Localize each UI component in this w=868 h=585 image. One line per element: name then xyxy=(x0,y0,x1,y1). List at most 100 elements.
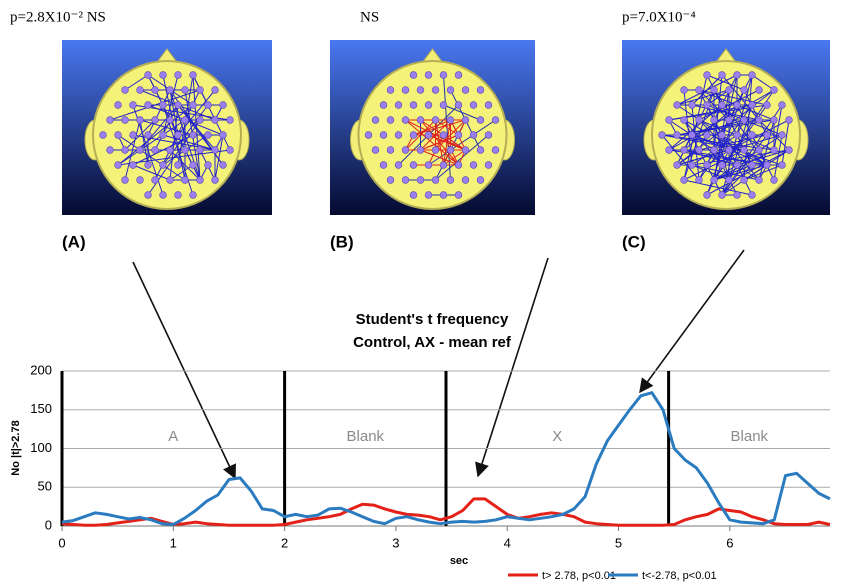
electrode xyxy=(432,177,439,184)
electrode xyxy=(734,192,741,199)
electrode xyxy=(380,132,387,139)
electrode xyxy=(160,72,167,79)
legend-label: t> 2.78, p<0.01 xyxy=(542,570,616,582)
electrode xyxy=(395,102,402,109)
panel-stat: NS xyxy=(360,9,379,25)
electrode xyxy=(145,102,152,109)
electrode xyxy=(130,102,137,109)
x-axis-label: sec xyxy=(450,555,468,567)
electrode xyxy=(227,117,234,124)
electrode xyxy=(764,132,771,139)
electrode xyxy=(372,117,379,124)
electrode xyxy=(205,102,212,109)
electrode xyxy=(485,102,492,109)
electrode xyxy=(726,87,733,94)
electrode xyxy=(205,162,212,169)
electrode xyxy=(365,132,372,139)
electrode xyxy=(771,87,778,94)
electrode xyxy=(492,147,499,154)
electrode xyxy=(182,177,189,184)
electrode xyxy=(122,147,129,154)
electrode xyxy=(227,147,234,154)
electrode xyxy=(689,132,696,139)
electrode xyxy=(432,147,439,154)
electrode xyxy=(734,72,741,79)
electrode xyxy=(726,147,733,154)
electrode xyxy=(190,162,197,169)
x-tick-label: 4 xyxy=(504,535,511,550)
electrode xyxy=(107,147,114,154)
electrode xyxy=(425,192,432,199)
electrode xyxy=(197,177,204,184)
electrode xyxy=(152,177,159,184)
electrode xyxy=(115,102,122,109)
electrode xyxy=(175,162,182,169)
electrode xyxy=(741,87,748,94)
electrode xyxy=(689,162,696,169)
electrode xyxy=(455,132,462,139)
electrode xyxy=(220,132,227,139)
electrode xyxy=(212,147,219,154)
y-tick-label: 150 xyxy=(30,401,52,416)
electrode xyxy=(145,162,152,169)
electrode xyxy=(666,117,673,124)
panel-label: (A) xyxy=(62,232,86,251)
electrode xyxy=(190,72,197,79)
electrode xyxy=(160,162,167,169)
electrode xyxy=(704,162,711,169)
electrode xyxy=(749,102,756,109)
electrode xyxy=(417,117,424,124)
electrode xyxy=(402,117,409,124)
electrode xyxy=(402,177,409,184)
electrode xyxy=(160,192,167,199)
chart-subtitle: Control, AX - mean ref xyxy=(353,334,512,351)
electrode xyxy=(734,162,741,169)
electrode xyxy=(477,147,484,154)
electrode xyxy=(130,162,137,169)
electrode xyxy=(432,87,439,94)
electrode xyxy=(741,177,748,184)
electrode xyxy=(696,117,703,124)
electrode xyxy=(152,117,159,124)
electrode xyxy=(440,72,447,79)
electrode xyxy=(410,132,417,139)
electrode xyxy=(681,177,688,184)
electrode xyxy=(372,147,379,154)
electrode xyxy=(197,117,204,124)
electrode xyxy=(220,162,227,169)
electrode xyxy=(779,102,786,109)
electrode xyxy=(447,177,454,184)
electrode xyxy=(455,192,462,199)
y-tick-label: 50 xyxy=(38,479,52,494)
electrode xyxy=(402,87,409,94)
electrode xyxy=(417,87,424,94)
electrode xyxy=(190,192,197,199)
electrode xyxy=(696,147,703,154)
electrode xyxy=(704,102,711,109)
electrode xyxy=(704,72,711,79)
electrode xyxy=(387,177,394,184)
electrode xyxy=(764,102,771,109)
phase-label: Blank xyxy=(347,428,385,445)
electrode xyxy=(380,102,387,109)
electrode xyxy=(212,87,219,94)
electrode xyxy=(402,147,409,154)
electrode xyxy=(719,72,726,79)
electrode xyxy=(137,117,144,124)
electrode xyxy=(425,162,432,169)
electrode xyxy=(470,162,477,169)
electrode xyxy=(122,177,129,184)
electrode xyxy=(477,177,484,184)
electrode xyxy=(734,102,741,109)
electrode xyxy=(470,132,477,139)
electrode xyxy=(756,147,763,154)
electrode xyxy=(175,72,182,79)
electrode xyxy=(771,117,778,124)
legend-label: t<-2.78, p<0.01 xyxy=(642,570,717,582)
electrode xyxy=(689,102,696,109)
electrode xyxy=(197,147,204,154)
electrode xyxy=(425,72,432,79)
electrode xyxy=(410,192,417,199)
panel-label: (C) xyxy=(622,232,646,251)
electrode xyxy=(425,132,432,139)
